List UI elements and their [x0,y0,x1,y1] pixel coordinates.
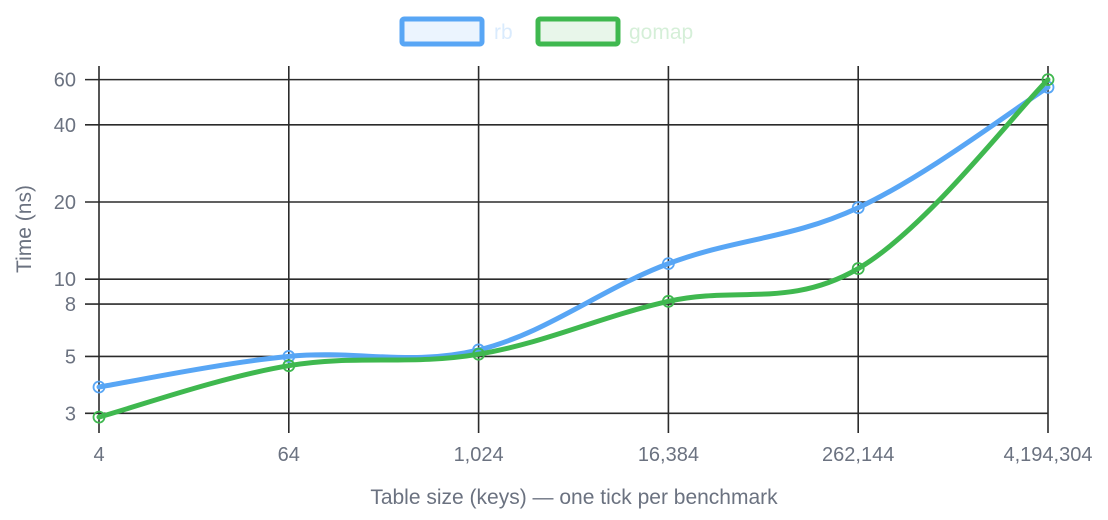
data-point-rb [662,257,675,271]
data-point-rb [851,201,865,215]
y-tick-label: 3 [65,403,76,425]
legend-label-gomap: gomap [629,21,693,44]
series-layer [92,73,1055,424]
data-point-gomap [851,262,865,275]
x-tick-label: 16,384 [638,444,699,466]
legend-item-rb[interactable]: rb [399,16,513,47]
y-tick-label: 20 [54,192,76,214]
x-axis-ticks: 4 64 1,024 16,384 262,144 4,194,304 [93,444,1092,466]
y-tick-label: 10 [54,269,76,291]
x-axis-title: Table size (keys) — one tick per benchma… [370,486,778,509]
data-point-gomap [662,294,675,308]
x-tick-label: 4,194,304 [1004,444,1093,466]
x-tick-label: 64 [278,444,300,466]
legend-label-rb: rb [494,21,513,44]
legend-swatch-gomap [535,16,621,47]
grid-layer [85,66,1049,433]
series-gomap [92,73,1055,424]
y-tick-label: 40 [54,115,76,137]
data-point-gomap [282,359,296,373]
legend-swatch-rb [399,16,485,47]
x-tick-label: 1,024 [454,444,504,466]
series-line-rb [96,84,1051,390]
series-rb [92,80,1055,394]
y-axis-title: Time (ns) [13,185,36,273]
legend: rb gomap [399,16,693,47]
x-tick-label: 262,144 [822,444,894,466]
y-tick-label: 60 [54,70,76,92]
series-line-gomap [96,77,1051,420]
data-point-gomap [92,410,106,424]
y-axis-ticks: 3 5 8 10 20 40 60 [54,70,76,426]
data-point-rb [92,380,106,394]
y-tick-label: 8 [65,294,76,316]
legend-item-gomap[interactable]: gomap [535,16,693,47]
data-point-gomap [1041,73,1055,87]
data-point-rb [282,350,296,363]
y-tick-label: 5 [65,346,76,368]
data-point-gomap [472,347,486,361]
x-tick-label: 4 [93,444,104,466]
